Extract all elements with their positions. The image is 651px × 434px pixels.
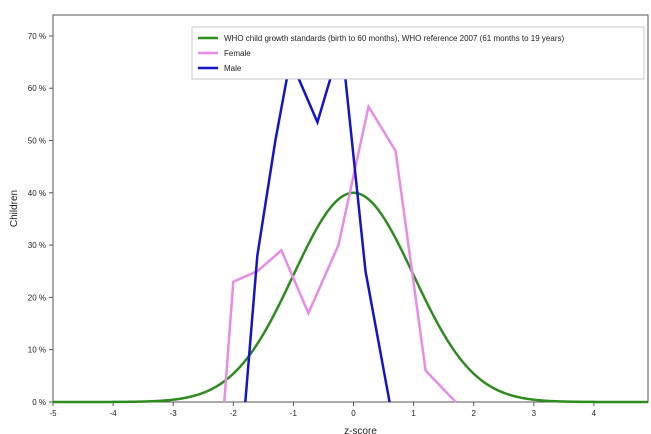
x-tick-label: 1 <box>411 409 416 418</box>
y-tick-label: 20 % <box>28 293 46 302</box>
x-tick-label: 4 <box>592 409 597 418</box>
legend-label-male: Male <box>224 64 242 73</box>
plot-area <box>52 14 649 403</box>
x-tick-label: -3 <box>170 409 178 418</box>
series-line-female <box>223 103 457 403</box>
x-tick-label: 2 <box>471 409 476 418</box>
x-tick-label: -4 <box>110 409 118 418</box>
y-tick-label: 10 % <box>28 346 46 355</box>
legend: WHO child growth standards (birth to 60 … <box>191 26 645 80</box>
plot-frame <box>52 14 649 403</box>
x-tick-label: 0 <box>351 409 356 418</box>
y-tick-label: 0 % <box>32 398 46 407</box>
y-tick-label: 50 % <box>28 137 46 146</box>
x-axis: -5 -4 -3 -2 -1 0 1 2 3 4 <box>49 402 597 418</box>
x-tick-label: -1 <box>290 409 298 418</box>
y-axis: 0 % 10 % 20 % 30 % 40 % 50 % 60 % 70 % <box>28 32 53 407</box>
series-line-male <box>244 40 391 403</box>
legend-label-female: Female <box>224 49 251 58</box>
y-tick-label: 40 % <box>28 189 46 198</box>
x-axis-title: z-score <box>344 426 377 434</box>
legend-box <box>191 26 645 80</box>
x-tick-label: -2 <box>230 409 238 418</box>
y-tick-label: 70 % <box>28 32 46 41</box>
y-tick-label: 60 % <box>28 84 46 93</box>
series-layer <box>53 40 648 404</box>
x-tick-label: -5 <box>49 409 57 418</box>
x-tick-label: 3 <box>532 409 537 418</box>
y-tick-label: 30 % <box>28 241 46 250</box>
legend-label-who: WHO child growth standards (birth to 60 … <box>224 34 564 43</box>
y-axis-title: Children <box>9 190 20 227</box>
